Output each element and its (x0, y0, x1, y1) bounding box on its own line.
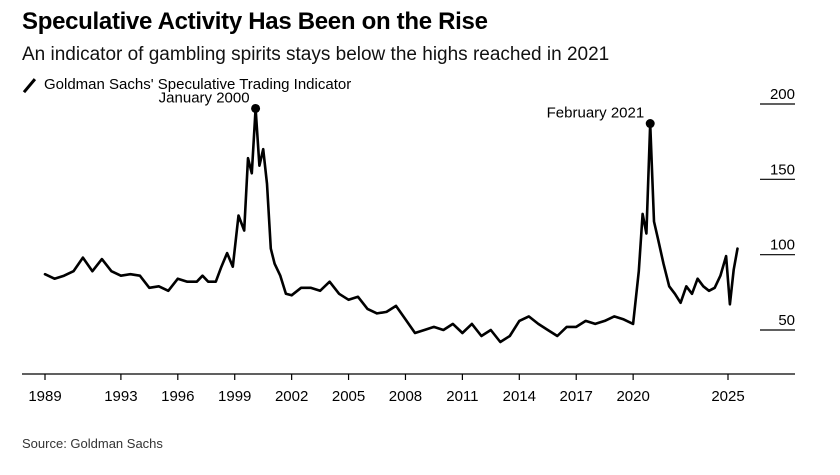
y-axis: 50 100 150 200 (760, 86, 795, 331)
annotation-marker (645, 119, 655, 129)
annotation-marker (251, 103, 261, 113)
y-tick-label: 50 (778, 312, 795, 329)
x-tick-label: 2025 (711, 388, 744, 405)
y-tick-label: 150 (770, 161, 795, 178)
source-note: Source: Goldman Sachs (22, 436, 163, 451)
x-tick-label: 2017 (560, 388, 593, 405)
x-tick-label: 1993 (104, 388, 137, 405)
annotations: January 2000 February 2021 (159, 89, 655, 129)
x-tick-label: 1999 (218, 388, 251, 405)
x-tick-label: 2002 (275, 388, 308, 405)
chart-title: Speculative Activity Has Been on the Ris… (22, 8, 488, 35)
series (43, 107, 739, 344)
legend-label: Goldman Sachs' Speculative Trading Indic… (44, 76, 352, 93)
x-tick-label: 2014 (503, 388, 536, 405)
y-tick-label: 100 (770, 237, 795, 254)
x-tick-label: 1996 (161, 388, 194, 405)
x-tick-label: 2005 (332, 388, 365, 405)
x-tick-label: 2011 (446, 388, 478, 405)
chart-subtitle: An indicator of gambling spirits stays b… (22, 44, 610, 65)
y-tick-label: 200 (770, 86, 795, 103)
x-tick-label: 2008 (389, 388, 422, 405)
x-tick-label: 2020 (616, 388, 649, 405)
x-axis: 1989 1993 1996 1999 2002 2005 2008 2011 2014 2017… (22, 373, 795, 405)
legend: Goldman Sachs' Speculative Trading Indic… (22, 76, 351, 93)
x-tick-label: 1989 (28, 388, 61, 405)
annotation-label: January 2000 (159, 89, 250, 106)
annotation-label: February 2021 (547, 105, 645, 122)
series-line (43, 107, 739, 344)
